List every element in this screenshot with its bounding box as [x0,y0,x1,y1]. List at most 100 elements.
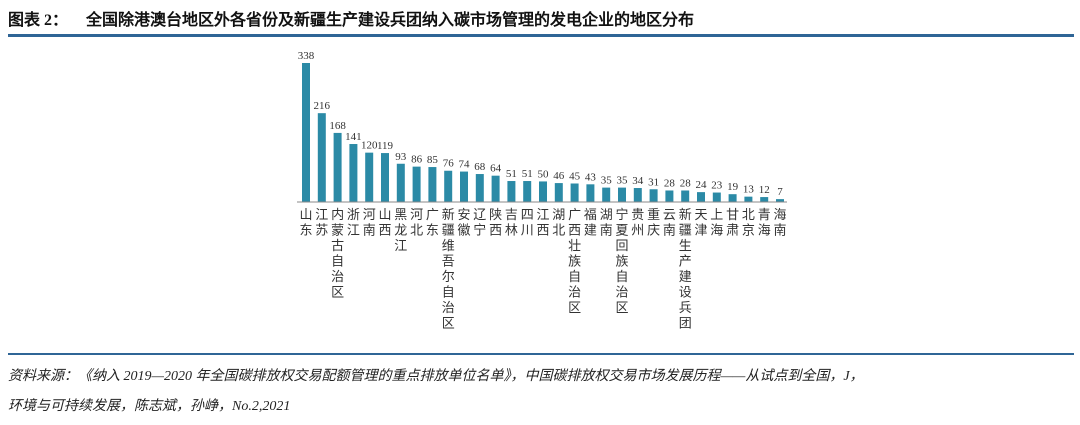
bar [507,181,516,202]
bar [460,171,468,202]
title-divider [8,34,1074,37]
data-label: 28 [664,177,676,189]
data-label: 45 [569,170,581,182]
bar [428,167,437,202]
bar [602,187,611,202]
source-line-1: 资料来源：《纳入 2019—2020 年全国碳排放权交易配额管理的重点排放单位名… [8,369,864,384]
category-label: 浙江 [347,208,360,239]
bar [302,63,310,202]
category-label: 天津 [694,208,707,239]
data-label: 85 [427,154,439,166]
data-label: 35 [617,175,629,187]
data-label: 43 [585,171,597,183]
bar [365,152,374,202]
bar [697,192,705,202]
category-label: 北京 [742,208,755,239]
data-label: 46 [553,170,565,182]
bar [712,192,721,202]
data-label: 35 [601,175,613,187]
bar [475,174,484,202]
bar [317,113,326,202]
data-label: 74 [459,159,471,171]
data-label: 338 [298,50,315,62]
data-label: 120 [361,140,378,152]
data-label: 13 [743,184,755,196]
data-label: 23 [711,180,723,192]
category-label: 河北 [410,208,423,239]
category-label: 云南 [663,208,676,239]
category-label: 陕西 [489,208,502,239]
category-label: 福建 [584,208,597,239]
data-label: 119 [377,140,394,152]
bar [570,183,579,202]
bar [586,184,595,202]
bar [649,189,658,202]
category-label: 四川 [521,208,534,239]
category-label: 辽宁 [473,208,486,239]
category-label: 甘肃 [726,208,739,239]
bar [396,163,405,202]
data-label: 68 [474,161,486,173]
bar [760,197,769,202]
bar [523,181,532,202]
category-label: 山东 [299,208,312,239]
bar [333,132,342,202]
bar [349,144,358,202]
data-label: 24 [696,179,708,191]
bar [744,196,753,202]
data-label: 7 [777,186,783,198]
data-label: 31 [648,176,659,188]
data-label: 51 [506,168,517,180]
data-label: 19 [727,181,739,193]
category-label: 黑龙江 [394,208,407,254]
category-label: 山西 [378,208,391,239]
bar-chart: 338 山东 216 江苏 168 内蒙古自治区 141 浙江 120 河南 119 山西 93 黑龙江 8… [297,50,787,332]
bar [665,190,674,202]
source-line-2: 环境与可持续发展，陈志斌，孙峥，No.2,2021 [8,399,291,414]
figure-title-text: 全国除港澳台地区外各省份及新疆生产建设兵团纳入碳市场管理的发电企业的地区分布 [86,10,695,29]
bar [681,190,690,202]
figure-label: 图表 2： [8,12,69,29]
data-label: 50 [538,168,550,180]
data-label: 12 [759,184,770,196]
category-label: 上海 [710,208,723,239]
data-label: 168 [329,120,346,132]
bar [491,175,500,202]
bar [381,153,389,202]
category-label: 湖北 [552,208,565,239]
bar [539,181,547,202]
data-label: 216 [314,100,331,112]
category-label: 江苏 [315,208,328,239]
category-label: 吉林 [505,208,518,239]
category-label: 宁夏回族自治区 [615,207,628,316]
bar [728,194,737,202]
category-label: 重庆 [647,207,660,239]
category-label: 贵州 [631,208,644,239]
category-label: 广西壮族自治区 [568,208,581,316]
category-label: 湖南 [600,208,613,239]
data-label: 64 [490,163,502,175]
bar [444,170,453,202]
source-divider [8,353,1074,355]
category-label: 安徽 [457,208,470,239]
data-label: 28 [680,177,692,189]
category-label: 广东 [426,208,439,239]
data-label: 141 [345,131,362,143]
bar [633,188,642,202]
bar [618,187,626,202]
category-label: 内蒙古自治区 [331,207,344,301]
data-label: 51 [522,168,533,180]
data-label: 86 [411,154,423,166]
category-label: 新疆生产建设兵团 [679,207,692,332]
data-label: 34 [632,175,644,187]
data-label: 76 [443,158,455,170]
category-label: 河南 [363,208,376,239]
category-label: 江西 [536,208,549,239]
category-label: 新疆维吾尔自治区 [442,207,455,332]
category-label: 青海 [758,208,771,239]
category-label: 海南 [773,208,786,239]
bar [412,166,421,202]
data-label: 93 [395,151,407,163]
bar [554,183,563,202]
bar [776,199,784,202]
